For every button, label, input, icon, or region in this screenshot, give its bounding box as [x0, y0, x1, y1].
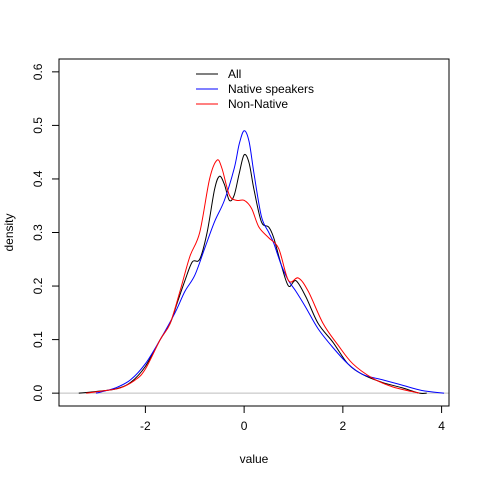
x-tick-label: 2 [340, 419, 347, 433]
x-axis: -2 0 2 4 [140, 405, 445, 433]
y-tick-label: 0.3 [31, 224, 45, 241]
series-line-2 [86, 159, 420, 394]
y-tick-label: 0.6 [31, 63, 45, 80]
series-layer [78, 130, 445, 395]
x-tick-label: 0 [241, 419, 248, 433]
y-tick-label: 0.1 [31, 331, 45, 348]
y-tick-label: 0.5 [31, 117, 45, 134]
y-tick-label: 0.2 [31, 277, 45, 294]
y-tick-label: 0.0 [31, 384, 45, 401]
y-axis: 0.0 0.1 0.2 0.3 0.4 0.5 0.6 [31, 63, 60, 401]
legend-label: Native speakers [228, 82, 314, 96]
y-axis-label: density [2, 213, 16, 251]
x-tick-label: -2 [140, 419, 151, 433]
x-tick-label: 4 [438, 419, 445, 433]
x-axis-label: value [240, 452, 269, 466]
y-tick-label: 0.4 [31, 170, 45, 187]
legend-label: Non-Native [228, 97, 288, 111]
legend-label: All [228, 67, 241, 81]
series-line-1 [95, 130, 445, 394]
